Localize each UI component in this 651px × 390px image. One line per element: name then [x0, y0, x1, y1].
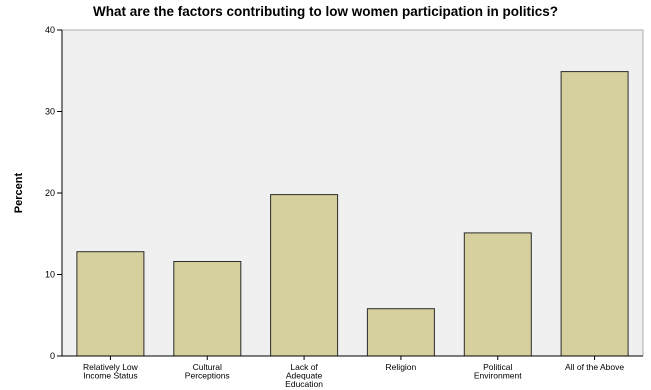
- y-tick-label-4: 40: [45, 25, 55, 35]
- y-axis-label: Percent: [13, 172, 25, 213]
- plot-area: [61, 29, 644, 357]
- x-tick-label-4: Political Environment: [474, 362, 522, 381]
- bar-4: [463, 232, 532, 357]
- x-tick-label-5: All of the Above: [565, 362, 624, 372]
- x-tick-label-3: Religion: [386, 362, 417, 372]
- x-tick-label-2: Lack of Adequate Education: [285, 362, 323, 389]
- y-tick-label-2: 20: [45, 188, 55, 198]
- bar-3: [366, 308, 435, 357]
- bar-5: [560, 71, 629, 357]
- x-tick-label-0: Relatively Low Income Status: [83, 362, 139, 381]
- chart-title: What are the factors contributing to low…: [92, 4, 559, 19]
- y-tick-label-0: 0: [50, 351, 55, 361]
- y-tick-label-1: 10: [45, 270, 55, 280]
- x-tick-label-1: Cultural Perceptions: [185, 362, 230, 381]
- y-tick-label-3: 30: [45, 107, 55, 117]
- axes-group: Relatively Low Income Status Cultural Perce…: [45, 25, 643, 389]
- bar-2: [270, 194, 339, 357]
- bar-1: [173, 261, 242, 357]
- bar-0: [76, 251, 145, 357]
- bars-group: [76, 71, 629, 357]
